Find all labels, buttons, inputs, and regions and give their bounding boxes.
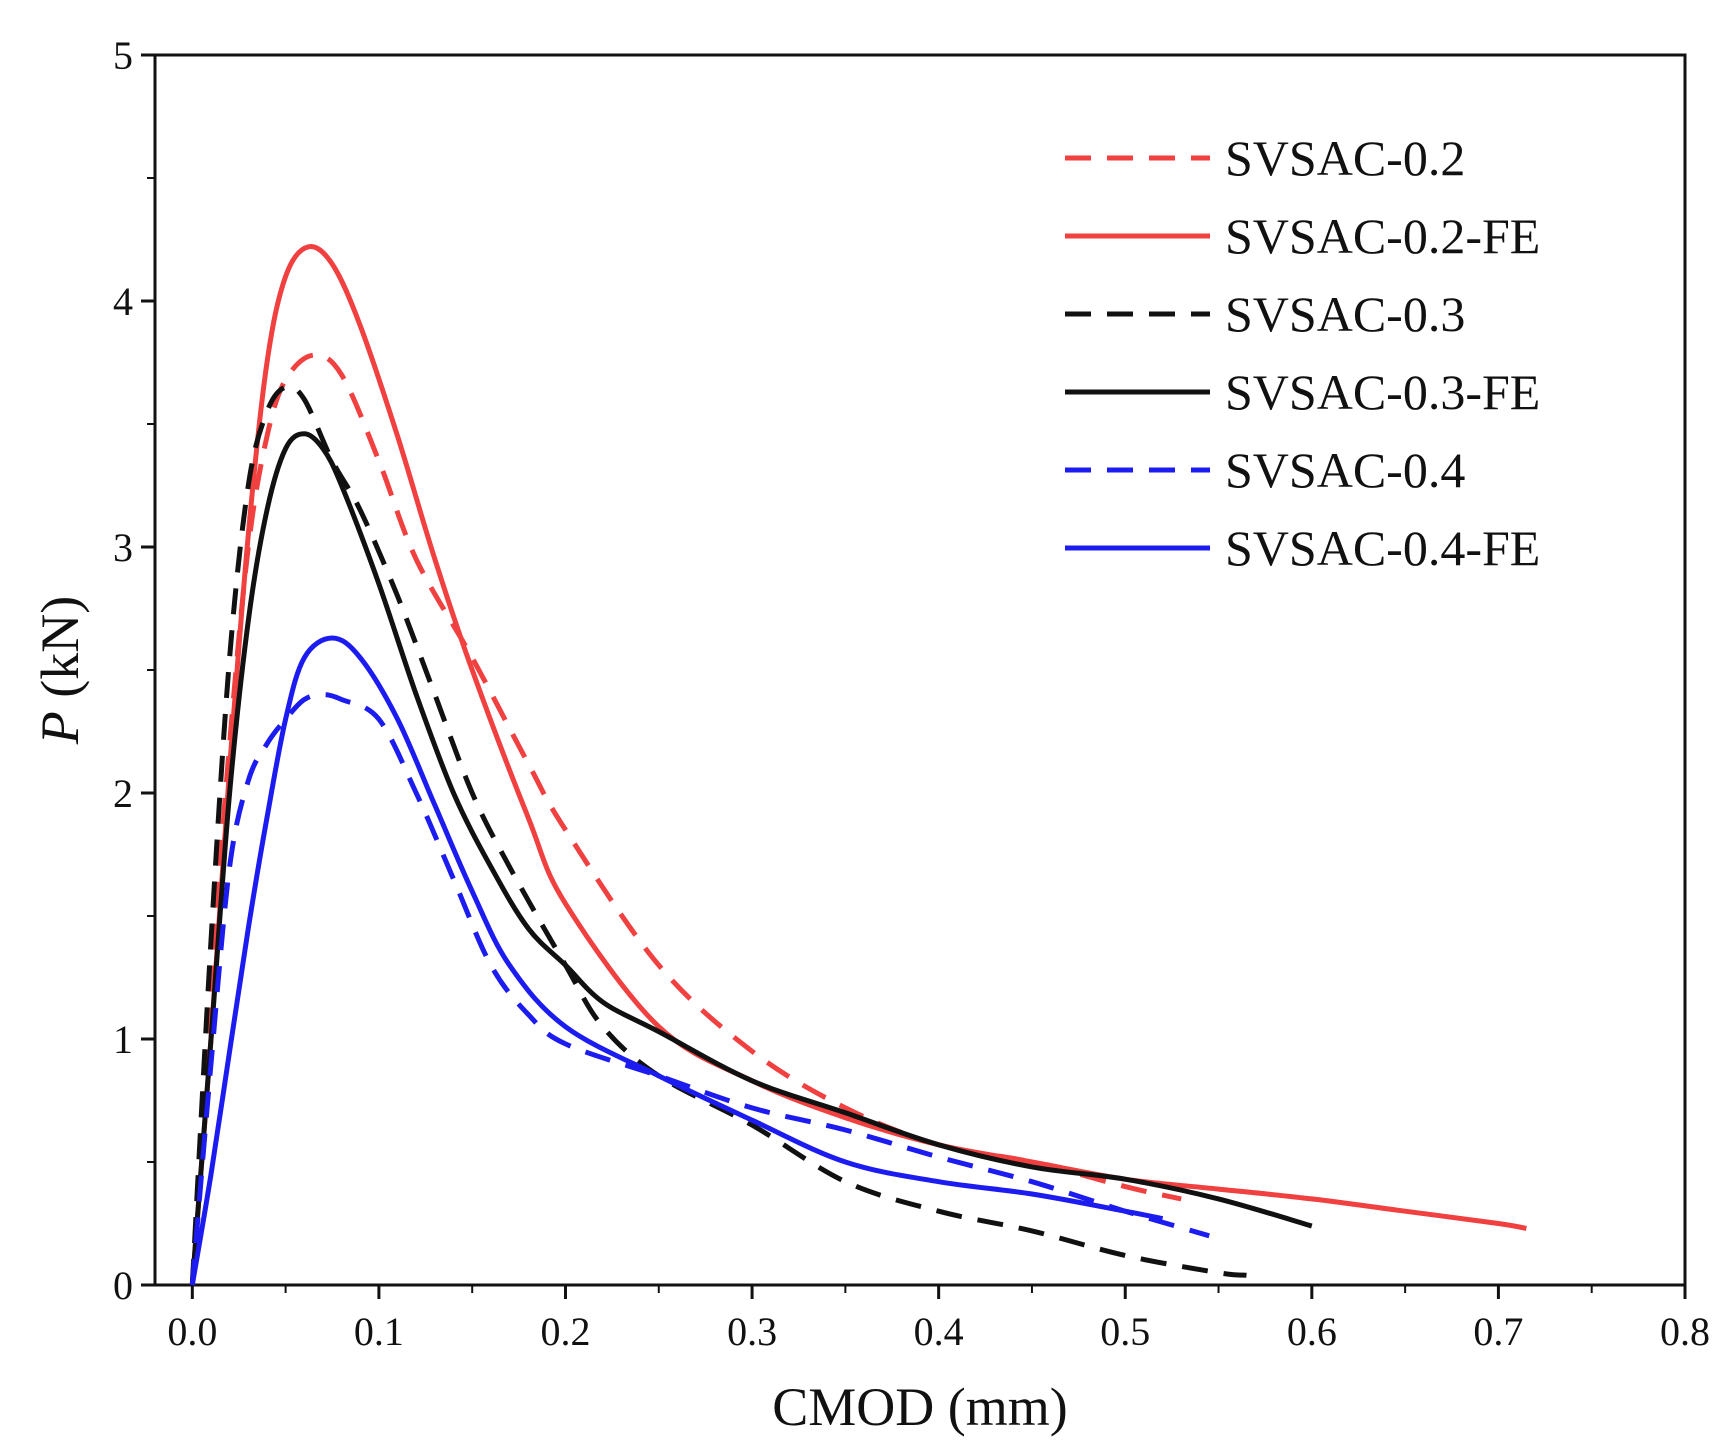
series-line-svsac-0-4 [189,692,1210,1286]
y-axis-title-symbol: P [30,711,90,745]
x-tick-label: 0.0 [167,1309,217,1354]
y-tick-label: 1 [113,1017,133,1062]
x-tick-label: 0.8 [1660,1309,1710,1354]
y-tick-label: 4 [113,279,133,324]
series-line-svsac-0-2-fe [189,244,1527,1286]
x-tick-label: 0.6 [1287,1309,1337,1354]
x-tick-label: 0.1 [354,1309,404,1354]
series-line-svsac-0-4-fe [189,635,1164,1286]
series-line-svsac-0-3-fe [189,431,1313,1286]
x-tick-label: 0.3 [727,1309,777,1354]
y-axis-title: P (kN) [30,596,90,745]
y-tick-label: 0 [113,1263,133,1308]
y-tick-label: 3 [113,525,133,570]
x-tick-label: 0.4 [914,1309,964,1354]
legend-label: SVSAC-0.2-FE [1225,208,1540,264]
series-line-svsac-0-3 [189,383,1247,1286]
series-line-svsac-0-2 [189,352,1182,1286]
legend: SVSAC-0.2 SVSAC-0.2-FE SVSAC-0.3 SVSAC-0.3-… [1065,130,1540,576]
x-axis-title: CMOD (mm) [772,1377,1068,1437]
y-tick-label: 2 [113,771,133,816]
x-ticks: 0.0 0.1 0.2 0.3 0.4 0.5 0.6 0.7 0.8 [167,1285,1710,1354]
x-tick-label: 0.5 [1100,1309,1150,1354]
legend-label: SVSAC-0.4-FE [1225,520,1540,576]
x-tick-label: 0.2 [540,1309,590,1354]
legend-label: SVSAC-0.2 [1225,130,1465,186]
x-tick-label: 0.7 [1473,1309,1523,1354]
legend-label: SVSAC-0.3-FE [1225,364,1540,420]
series-lines [189,244,1527,1286]
legend-label: SVSAC-0.4 [1225,442,1465,498]
y-ticks: 0 1 2 3 4 5 [113,33,155,1308]
legend-label: SVSAC-0.3 [1225,286,1465,342]
y-axis-title-unit: (kN) [30,596,90,711]
y-tick-label: 5 [113,33,133,78]
